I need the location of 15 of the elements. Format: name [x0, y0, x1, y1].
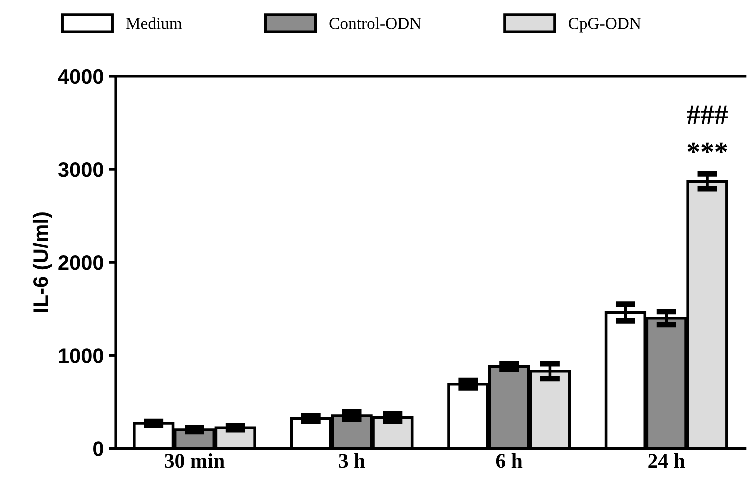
y-tick-label: 4000 [58, 69, 104, 84]
legend-label: Control-ODN [330, 18, 422, 30]
annotation: *** [688, 142, 728, 154]
x-tick-label: 30 min [165, 453, 225, 468]
legend-label: CpG-ODN [569, 18, 642, 33]
x-tick-label: 3 h [339, 453, 366, 468]
y-axis-title: IL-6 (U/ml) [32, 212, 52, 312]
y-tick-label: 0 [94, 442, 104, 456]
annotation: ### [687, 106, 728, 124]
legend-label: Medium [126, 18, 182, 30]
y-tick-label: 3000 [58, 162, 104, 178]
y-tick-label: 2000 [58, 256, 104, 270]
x-tick-label: 24 h [648, 453, 686, 468]
y-tick-label: 1000 [59, 348, 104, 364]
x-tick-label: 6 h [496, 453, 523, 468]
